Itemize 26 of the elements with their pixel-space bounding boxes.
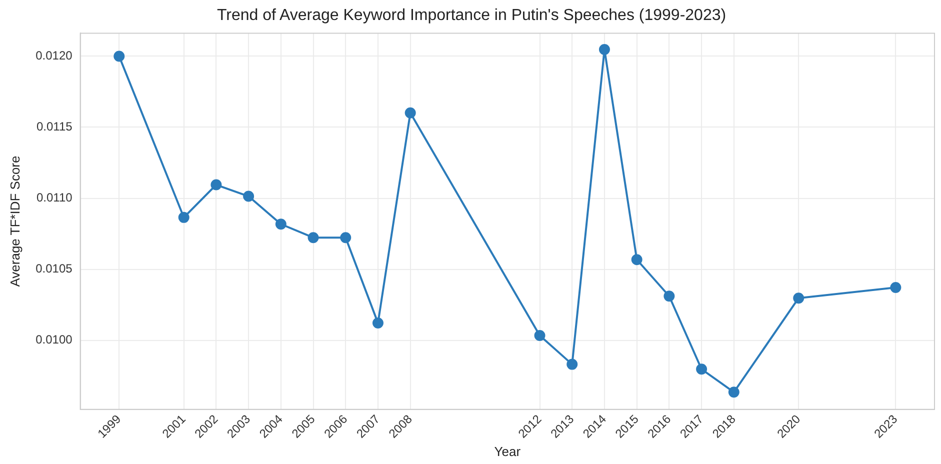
point [404, 107, 416, 118]
point [631, 254, 642, 266]
point [793, 292, 804, 304]
point [664, 290, 675, 302]
point [178, 212, 190, 223]
y-tick-label: 0.0115 [36, 120, 73, 134]
point [890, 282, 902, 293]
y-tick-label: 0.0110 [36, 190, 73, 205]
point [210, 179, 222, 190]
point [598, 44, 610, 56]
point [308, 232, 319, 244]
y-tick-label: 0.0120 [36, 48, 73, 63]
chart-title: Trend of Average Keyword Importance in Putin's Speeches (1999-2023) [216, 7, 726, 24]
point [114, 50, 125, 62]
point [728, 386, 740, 398]
point [275, 218, 286, 230]
x-axis-title: Year [494, 444, 522, 459]
y-axis-title: Average TF*IDF Score [7, 156, 22, 287]
point [372, 317, 384, 328]
point [243, 190, 254, 202]
y-tick-label: 0.0105 [36, 262, 73, 276]
point [340, 232, 352, 244]
point [534, 330, 546, 341]
point [696, 364, 708, 375]
y-tick-label: 0.0100 [36, 332, 73, 347]
point [566, 358, 578, 370]
